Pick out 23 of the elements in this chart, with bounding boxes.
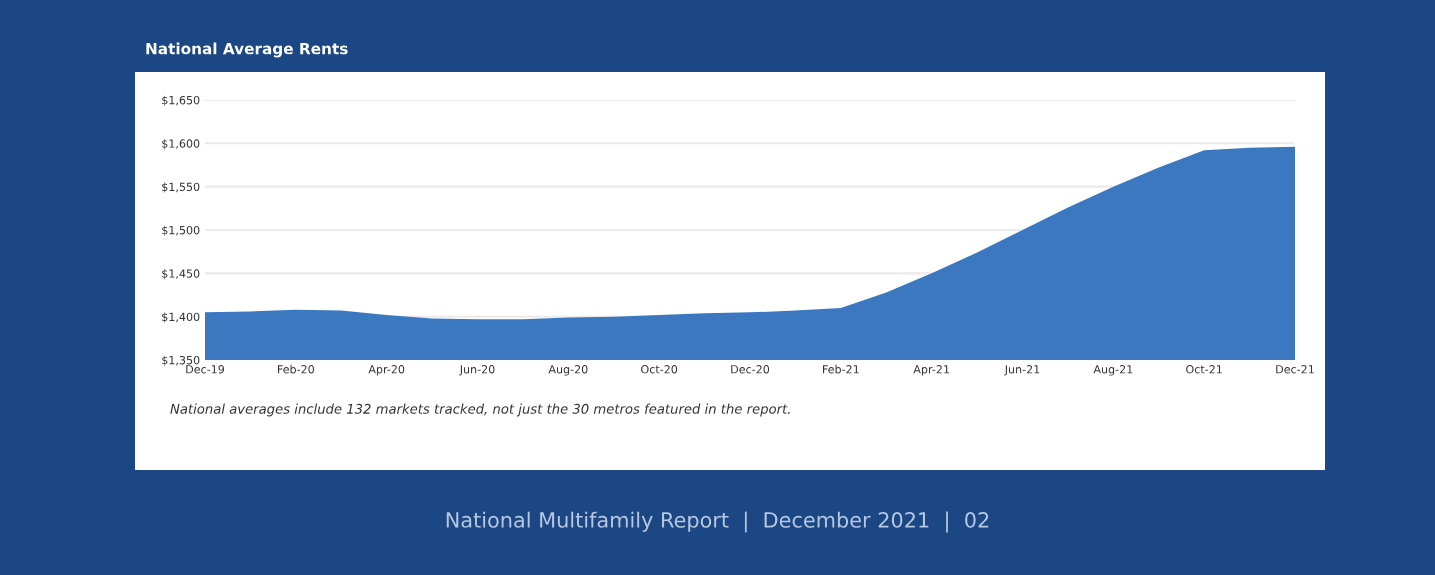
x-tick-label: Jun-20 bbox=[459, 365, 495, 376]
x-tick-label: Feb-20 bbox=[278, 364, 314, 374]
y-tick-label: $1,400 bbox=[162, 312, 200, 323]
chart-title: National Average Rents bbox=[146, 42, 348, 58]
y-tick-label: $1,500 bbox=[162, 225, 200, 236]
x-tick-label: Feb-21 bbox=[823, 364, 859, 374]
text: National Multifamily Report | December 2021 | 02 bbox=[446, 511, 989, 533]
x-tick-label: Apr-21 bbox=[913, 365, 949, 376]
y-tick-label: $1,350 bbox=[162, 355, 200, 366]
x-tick-label: Aug-20 bbox=[548, 365, 588, 376]
y-tick-label: $1,550 bbox=[162, 182, 200, 193]
x-tick-label: Dec-20 bbox=[731, 365, 770, 374]
x-tick-label: Aug-21 bbox=[1093, 365, 1133, 376]
y-tick-label: $1,600 bbox=[162, 139, 200, 150]
x-tick-label: Oct-21 bbox=[1186, 365, 1222, 374]
text: National averages include 132 markets tracked, not just the 30 metros featured in the report. bbox=[170, 403, 790, 417]
x-tick-label: Apr-20 bbox=[368, 365, 405, 376]
x-tick-label: Jun-21 bbox=[1004, 365, 1040, 376]
x-tick-label: Dec-19 bbox=[186, 365, 225, 374]
y-tick-label: $1,450 bbox=[162, 269, 200, 280]
x-tick-label: Dec-21 bbox=[1276, 365, 1314, 374]
x-tick-label: Oct-20 bbox=[641, 365, 678, 374]
y-tick-label: $1,650 bbox=[162, 95, 200, 106]
